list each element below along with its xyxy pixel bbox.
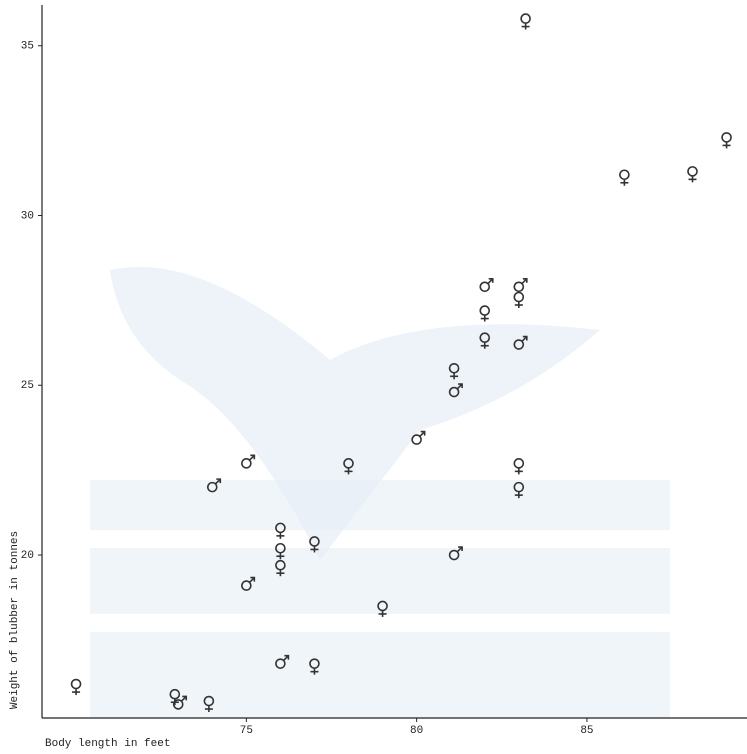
marker-ring xyxy=(687,166,698,177)
marker-head xyxy=(250,576,256,582)
x-tick-label: 75 xyxy=(240,725,253,737)
point xyxy=(479,305,491,322)
x-tick-label: 80 xyxy=(410,725,423,737)
marker-ring xyxy=(479,305,491,316)
point xyxy=(377,600,388,617)
marker-head xyxy=(250,454,256,460)
point xyxy=(172,695,188,710)
marker-ring xyxy=(275,658,286,669)
marker-ring xyxy=(513,281,525,293)
marker-ring xyxy=(479,281,491,293)
point xyxy=(343,458,354,475)
marker-head xyxy=(458,546,463,552)
marker-ring xyxy=(172,699,184,710)
point xyxy=(513,335,528,350)
point xyxy=(513,458,525,475)
point xyxy=(241,454,256,469)
point xyxy=(513,278,528,293)
marker-ring xyxy=(206,481,218,493)
marker-head xyxy=(522,278,528,283)
marker-ring xyxy=(448,549,460,561)
point xyxy=(513,481,525,499)
y-tick-label: 35 xyxy=(21,41,34,53)
y-tick-label: 25 xyxy=(21,380,34,392)
point xyxy=(448,383,463,398)
y-axis-label: Weight of blubber in tonnes xyxy=(9,531,21,709)
watermark xyxy=(90,266,670,718)
marker-ring xyxy=(513,291,525,303)
marker-head xyxy=(182,695,188,701)
marker-head xyxy=(488,278,494,283)
point xyxy=(203,695,215,713)
y-tick-label: 20 xyxy=(21,550,34,562)
point xyxy=(275,542,286,560)
marker-ring xyxy=(448,386,460,398)
point xyxy=(309,536,320,553)
marker-ring xyxy=(721,132,732,143)
point xyxy=(513,291,525,308)
point xyxy=(479,332,491,349)
point xyxy=(687,166,698,183)
point xyxy=(275,654,290,669)
point xyxy=(70,678,82,696)
point xyxy=(448,362,460,380)
marker-head xyxy=(216,478,222,484)
marker-ring xyxy=(241,580,252,591)
point xyxy=(241,576,256,591)
point xyxy=(206,478,222,493)
point xyxy=(275,522,286,539)
marker-head xyxy=(284,654,290,660)
x-tick-label: 85 xyxy=(580,725,593,737)
point xyxy=(479,278,494,293)
point xyxy=(721,132,732,149)
marker-ring xyxy=(513,339,525,350)
marker-ring xyxy=(411,434,422,445)
marker-ring xyxy=(520,13,531,24)
marker-ring xyxy=(70,678,82,690)
point xyxy=(520,13,531,30)
marker-head xyxy=(420,430,426,436)
point xyxy=(309,658,320,675)
marker-head xyxy=(522,335,528,341)
marker-ring xyxy=(619,169,630,181)
marker-ring xyxy=(513,458,525,469)
marker-head xyxy=(458,383,463,389)
x-axis-label: Body length in feet xyxy=(45,738,170,750)
point xyxy=(275,559,286,577)
y-tick-label: 30 xyxy=(21,210,34,222)
marker-ring xyxy=(241,458,252,469)
point xyxy=(411,430,426,445)
point xyxy=(448,546,463,561)
point xyxy=(619,169,630,186)
